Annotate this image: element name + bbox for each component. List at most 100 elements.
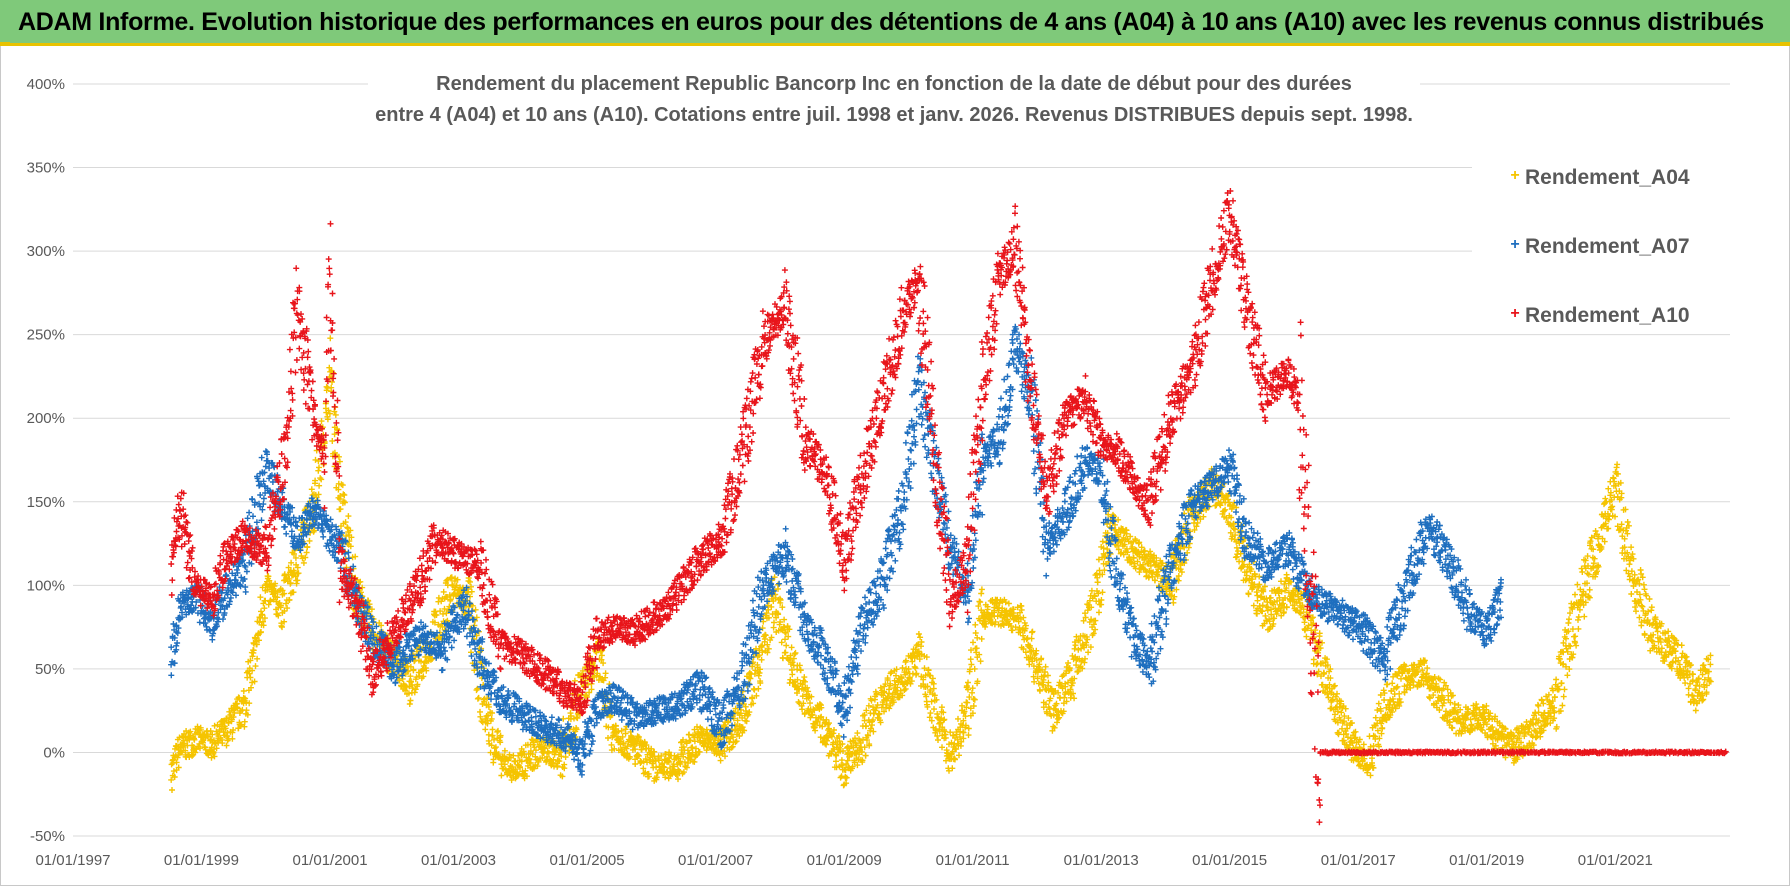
point-a07	[283, 531, 289, 537]
point-a04	[482, 726, 488, 732]
point-a04	[914, 671, 920, 677]
point-a04	[307, 538, 313, 544]
point-a04	[888, 669, 894, 675]
point-a04	[1170, 600, 1176, 606]
point-a04	[1317, 630, 1323, 636]
point-a04	[313, 457, 319, 463]
series-a04	[168, 335, 1714, 793]
point-a04	[1647, 596, 1653, 602]
point-a04	[1246, 591, 1252, 597]
point-a04	[751, 687, 757, 693]
point-a04	[833, 758, 839, 764]
point-a04	[978, 658, 984, 664]
point-a04	[979, 586, 985, 592]
point-a04	[1427, 695, 1433, 701]
point-a04	[1628, 591, 1634, 597]
point-a04	[605, 735, 611, 741]
point-a04	[253, 663, 259, 669]
point-a04	[1572, 592, 1578, 598]
point-a04	[1625, 519, 1631, 525]
point-a04	[686, 732, 692, 738]
point-a04	[928, 710, 934, 716]
point-a07	[345, 550, 351, 556]
point-a04	[935, 737, 941, 743]
point-a04	[1602, 496, 1608, 502]
point-a04	[1398, 676, 1404, 682]
point-a04	[1627, 577, 1633, 583]
point-a04	[760, 625, 766, 631]
point-a04	[258, 608, 264, 614]
point-a04	[345, 513, 351, 519]
point-a04	[1566, 616, 1572, 622]
point-a04	[1029, 636, 1035, 642]
point-a04	[1562, 686, 1568, 692]
point-a04	[1071, 695, 1077, 701]
point-a04	[839, 757, 845, 763]
point-a04	[1575, 617, 1581, 623]
point-a04	[324, 384, 330, 390]
point-a04	[257, 594, 263, 600]
point-a04	[1581, 614, 1587, 620]
point-a04	[783, 649, 789, 655]
point-a04	[1232, 526, 1238, 532]
point-a04	[798, 667, 804, 673]
point-a04	[473, 607, 479, 613]
point-a04	[1085, 649, 1091, 655]
point-a04	[261, 605, 267, 611]
point-a04	[775, 582, 781, 588]
point-a04	[1679, 642, 1685, 648]
point-a04	[1579, 569, 1585, 575]
point-a04	[1059, 673, 1065, 679]
point-a07	[250, 513, 256, 519]
point-a04	[327, 335, 333, 341]
point-a04	[1381, 697, 1387, 703]
point-a04	[1338, 709, 1344, 715]
point-a04	[1095, 579, 1101, 585]
point-a04	[498, 773, 504, 779]
point-a04	[789, 644, 795, 650]
point-a04	[1692, 686, 1698, 692]
point-a04	[968, 656, 974, 662]
point-a04	[1449, 725, 1455, 731]
point-a07	[263, 448, 269, 454]
point-a07	[246, 510, 252, 516]
point-a04	[563, 754, 569, 760]
point-a07	[197, 619, 203, 625]
point-a04	[965, 680, 971, 686]
point-a04	[964, 700, 970, 706]
point-a04	[1587, 587, 1593, 593]
point-a07	[168, 672, 174, 678]
point-a04	[1693, 708, 1699, 714]
point-a04	[979, 636, 985, 642]
point-a04	[1558, 680, 1564, 686]
point-a04	[316, 464, 322, 470]
point-a04	[1638, 567, 1644, 573]
point-a04	[1334, 691, 1340, 697]
point-a04	[1559, 703, 1565, 709]
point-a04	[1639, 604, 1645, 610]
point-a04	[854, 730, 860, 736]
header-banner: ADAM Informe. Evolution historique des p…	[0, 0, 1790, 46]
point-a04	[952, 757, 958, 763]
point-a04	[1614, 461, 1620, 467]
point-a04	[318, 476, 324, 482]
point-a04	[789, 671, 795, 677]
point-a04	[1628, 544, 1634, 550]
point-a04	[1575, 626, 1581, 632]
point-a04	[1396, 691, 1402, 697]
point-a04	[1633, 608, 1639, 614]
point-a04	[1073, 642, 1079, 648]
point-a04	[1309, 622, 1315, 628]
point-a04	[1262, 613, 1268, 619]
point-a04	[632, 761, 638, 767]
point-a07	[346, 555, 352, 561]
point-a04	[341, 492, 347, 498]
point-a04	[1648, 607, 1654, 613]
point-a04	[1179, 569, 1185, 575]
point-a04	[976, 599, 982, 605]
point-a04	[1100, 589, 1106, 595]
point-a04	[783, 643, 789, 649]
point-a04	[1641, 582, 1647, 588]
point-a07	[289, 528, 295, 534]
point-a04	[974, 645, 980, 651]
